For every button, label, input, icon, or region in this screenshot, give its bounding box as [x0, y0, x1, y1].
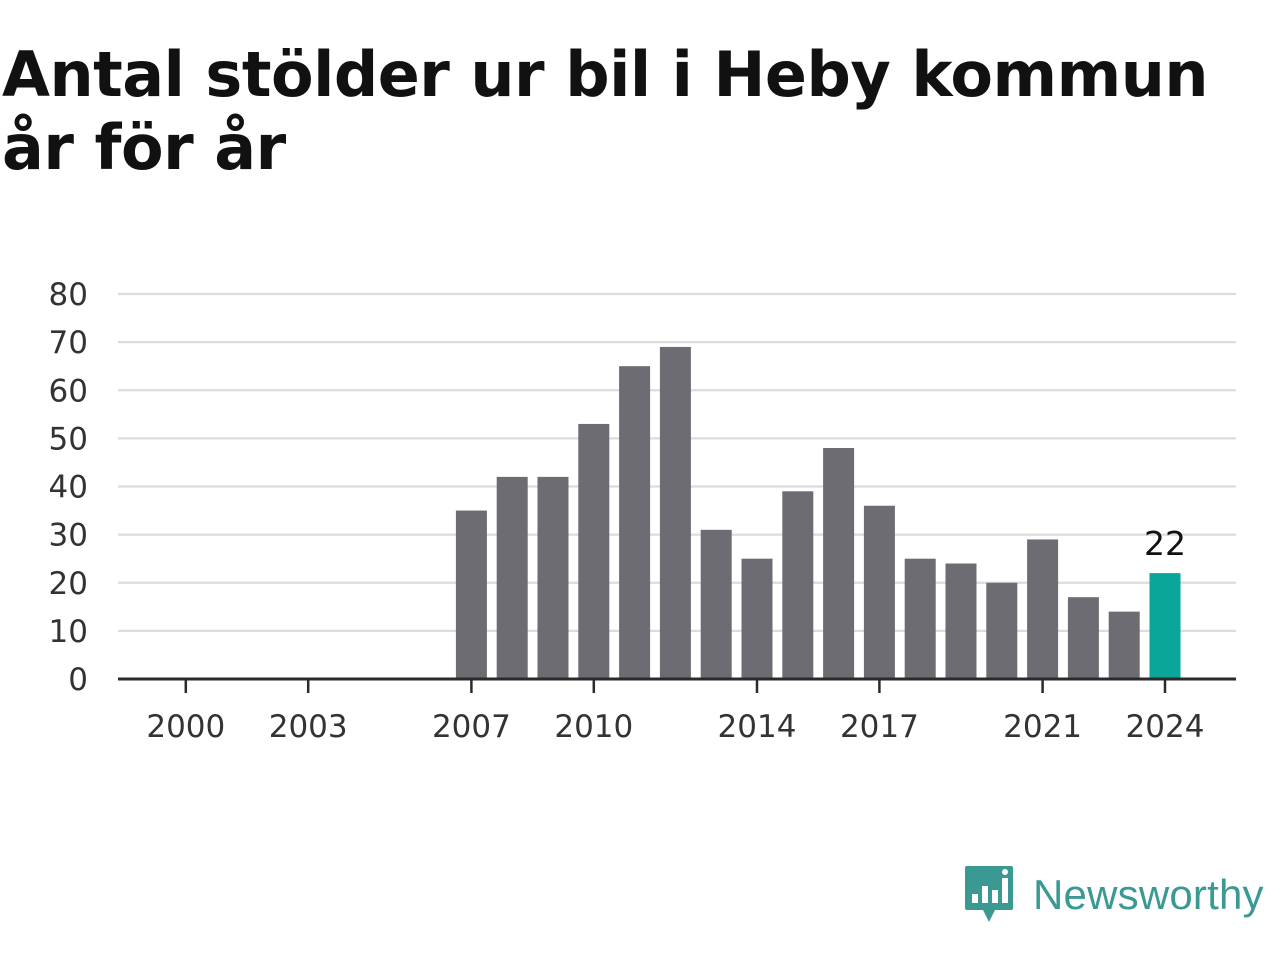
x-tick-label: 2024 — [1126, 709, 1205, 745]
bar-2011 — [619, 366, 651, 679]
x-tick-label: 2014 — [718, 709, 797, 745]
bar-2012 — [659, 346, 691, 679]
x-tick-label: 2010 — [554, 709, 633, 745]
bar-2022 — [1067, 597, 1099, 679]
y-tick-label: 0 — [68, 662, 88, 698]
x-tick-label: 2003 — [269, 709, 348, 745]
bar-2024 — [1149, 573, 1181, 679]
y-tick-label: 80 — [49, 277, 88, 313]
x-tick-label: 2017 — [840, 709, 919, 745]
bar-2009 — [537, 476, 569, 679]
bar-2007 — [455, 510, 487, 679]
x-tick-label: 2000 — [146, 709, 225, 745]
bar-2015 — [782, 491, 814, 679]
bar-2023 — [1108, 611, 1140, 679]
y-tick-label: 30 — [49, 518, 88, 554]
y-axis-ticks: 0 10 20 30 40 50 60 70 80 — [49, 277, 88, 698]
bar-2013 — [700, 529, 732, 679]
bars — [455, 346, 1181, 679]
data-labels: 22 — [1144, 524, 1186, 563]
bar-2016 — [823, 448, 855, 679]
bar-2020 — [986, 582, 1018, 679]
bar-2021 — [1027, 539, 1059, 679]
y-tick-label: 50 — [49, 421, 88, 457]
brand-name: Newsworthy — [1033, 871, 1264, 918]
bar-2014 — [741, 558, 773, 679]
y-tick-label: 40 — [49, 470, 88, 506]
y-tick-label: 60 — [49, 373, 88, 409]
x-tick-label: 2007 — [432, 709, 511, 745]
data-label-2024: 22 — [1144, 524, 1186, 563]
y-tick-label: 10 — [49, 614, 88, 650]
bar-2008 — [496, 476, 528, 679]
newsworthy-brand: Newsworthy — [963, 862, 1264, 928]
bar-2018 — [904, 558, 936, 679]
bar-2010 — [578, 423, 610, 679]
newsworthy-logo-icon — [965, 866, 1013, 922]
y-tick-label: 70 — [49, 325, 88, 361]
chart-title: Antal stölder ur bil i Heby kommun år fö… — [2, 38, 1209, 184]
x-tick-label: 2021 — [1003, 709, 1082, 745]
x-axis-ticks: 2000 2003 2007 2010 2014 2017 2021 2024 — [146, 679, 1204, 745]
y-tick-label: 20 — [49, 566, 88, 602]
bar-2017 — [863, 505, 895, 679]
bar-2019 — [945, 563, 977, 679]
